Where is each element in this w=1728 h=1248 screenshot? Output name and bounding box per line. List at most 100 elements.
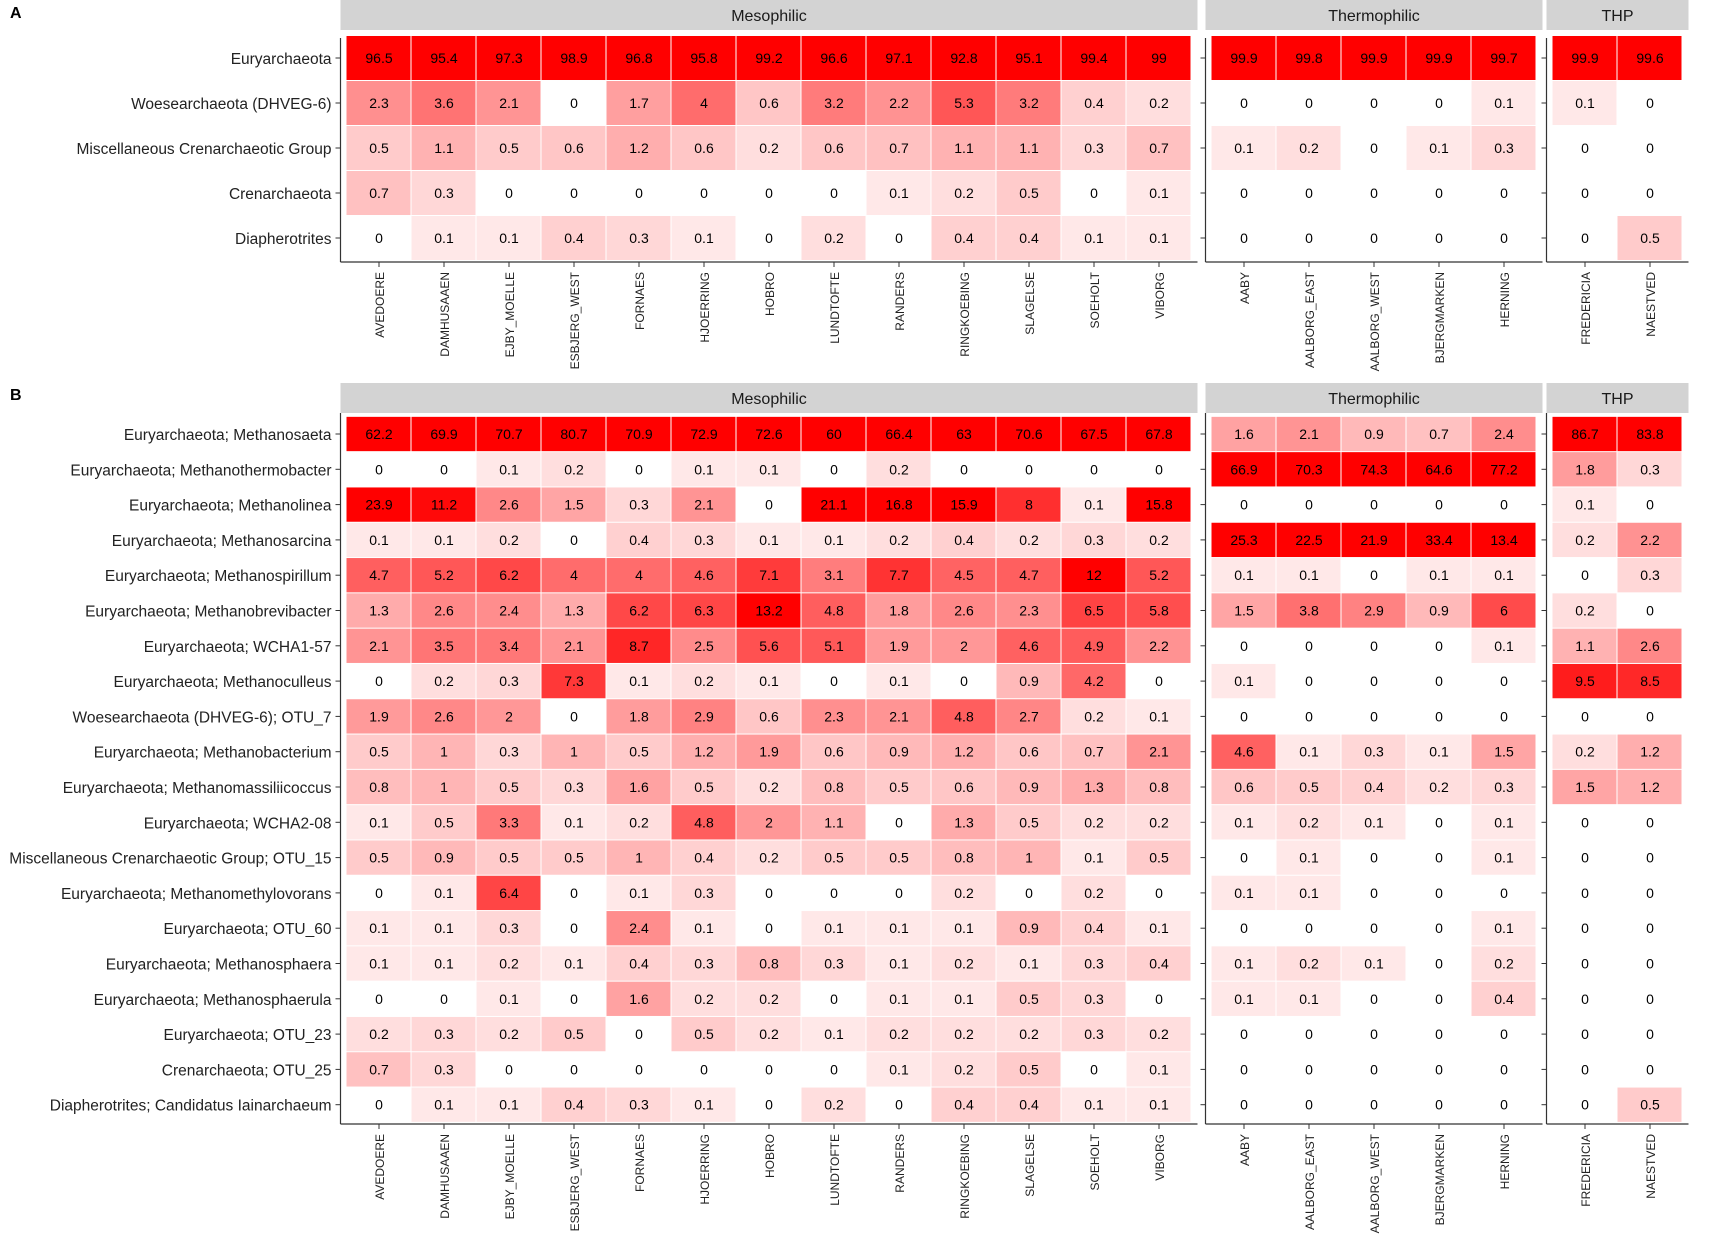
heatmap-cell [866,171,931,215]
cell-value-label: 15.8 [1145,497,1172,513]
heatmap-cell [996,805,1061,840]
cell-value-label: 70.7 [495,426,522,442]
heatmap-cell [1552,734,1617,769]
cell-value-label: 72.6 [755,426,782,442]
cell-value-label: 0.1 [499,991,519,1007]
cell-value-label: 0.2 [629,814,649,830]
cell-value-label: 3.8 [1299,603,1319,619]
cell-value-label: 0.1 [1494,638,1514,654]
heatmap-cell [1617,911,1682,946]
cell-value-label: 0 [1646,185,1654,201]
heatmap-cell [1471,126,1536,170]
cell-value-label: 2.1 [694,497,714,513]
heatmap-cell [1471,840,1536,875]
cell-value-label: 3.2 [1019,95,1039,111]
cell-value-label: 0 [1500,497,1508,513]
cell-value-label: 0 [1435,991,1443,1007]
heatmap-cell [1341,36,1406,80]
heatmap-cell [1276,875,1341,911]
cell-value-label: 0 [1646,140,1654,156]
heatmap-cell [996,840,1061,875]
heatmap-cell [801,946,866,981]
cell-value-label: 97.1 [885,50,912,66]
heatmap-cell [671,1016,736,1052]
cell-value-label: 0 [1500,230,1508,246]
heatmap-cell [736,840,801,875]
heatmap-cell [931,416,996,452]
heatmap-cell [866,81,931,125]
cell-value-label: 0.4 [1364,779,1384,795]
cell-value-label: 0.1 [889,920,909,936]
heatmap-cell [671,81,736,125]
cell-value-label: 0.2 [1084,708,1104,724]
heatmap-cell [606,522,671,558]
heatmap-cell [1126,946,1191,981]
heatmap-cell [1471,487,1536,522]
cell-value-label: 0 [1646,1026,1654,1042]
cell-value-label: 0.6 [1234,779,1254,795]
cell-value-label: 0.2 [1149,814,1169,830]
cell-value-label: 0 [1305,1097,1313,1113]
cell-value-label: 1.9 [889,638,909,654]
heatmap-cell [1552,416,1617,452]
heatmap-cell [346,81,411,125]
heatmap-cell [541,875,606,911]
cell-value-label: 0.1 [889,956,909,972]
cell-value-label: 0.1 [434,885,454,901]
cell-value-label: 2.6 [434,603,454,619]
cell-value-label: 0.6 [954,779,974,795]
heatmap-cell [866,593,931,628]
heatmap-cell [541,452,606,487]
cell-value-label: 1.6 [629,991,649,1007]
heatmap-cell [866,126,931,170]
cell-value-label: 0 [1646,920,1654,936]
heatmap-cell [996,452,1061,487]
cell-value-label: 2.1 [564,638,584,654]
cell-value-label: 6 [1500,603,1508,619]
cell-value-label: 1 [1025,850,1033,866]
heatmap-cell [1341,911,1406,946]
cell-value-label: 0.1 [1234,567,1254,583]
heatmap-cell [541,911,606,946]
heatmap-cell [1061,558,1126,593]
cell-value-label: 0.2 [564,461,584,477]
cell-value-label: 2.6 [1640,638,1660,654]
cell-value-label: 1 [635,850,643,866]
heatmap-cell [996,769,1061,805]
cell-value-label: 0 [1370,885,1378,901]
heatmap-cell [541,628,606,663]
heatmap-cell [1126,699,1191,734]
heatmap-cell [996,522,1061,558]
y-tick-label: Woesearchaeota (DHVEG-6); OTU_7 [72,709,331,726]
cell-value-label: 0 [830,461,838,477]
heatmap-cell [1341,699,1406,734]
heatmap-cell [996,558,1061,593]
cell-value-label: 9.5 [1575,673,1595,689]
heatmap-cell [931,36,996,80]
x-tick-label: LUNDTOFTE [828,272,842,344]
cell-value-label: 0.1 [1149,920,1169,936]
cell-value-label: 0.3 [1494,779,1514,795]
cell-value-label: 1.6 [629,779,649,795]
cell-value-label: 0 [1090,461,1098,477]
heatmap-cell [1276,1052,1341,1087]
x-tick-label: RINGKOEBING [958,1134,972,1219]
heatmap-cell [1061,663,1126,699]
heatmap-cell [411,126,476,170]
heatmap-cell [1406,452,1471,487]
x-tick-label: AVEDOERE [373,272,387,338]
cell-value-label: 0.5 [629,744,649,760]
cell-value-label: 1.1 [954,140,974,156]
heatmap-cell [411,805,476,840]
cell-value-label: 0 [1240,1026,1248,1042]
heatmap-cell [1471,416,1536,452]
cell-value-label: 0.1 [1494,814,1514,830]
cell-value-label: 0 [1305,673,1313,689]
cell-value-label: 0 [1435,814,1443,830]
cell-value-label: 1.8 [1575,461,1595,477]
heatmap-cell [996,593,1061,628]
cell-value-label: 0 [1646,850,1654,866]
heatmap-cell [1276,699,1341,734]
heatmap-cell [1061,769,1126,805]
cell-value-label: 2.1 [1149,744,1169,760]
